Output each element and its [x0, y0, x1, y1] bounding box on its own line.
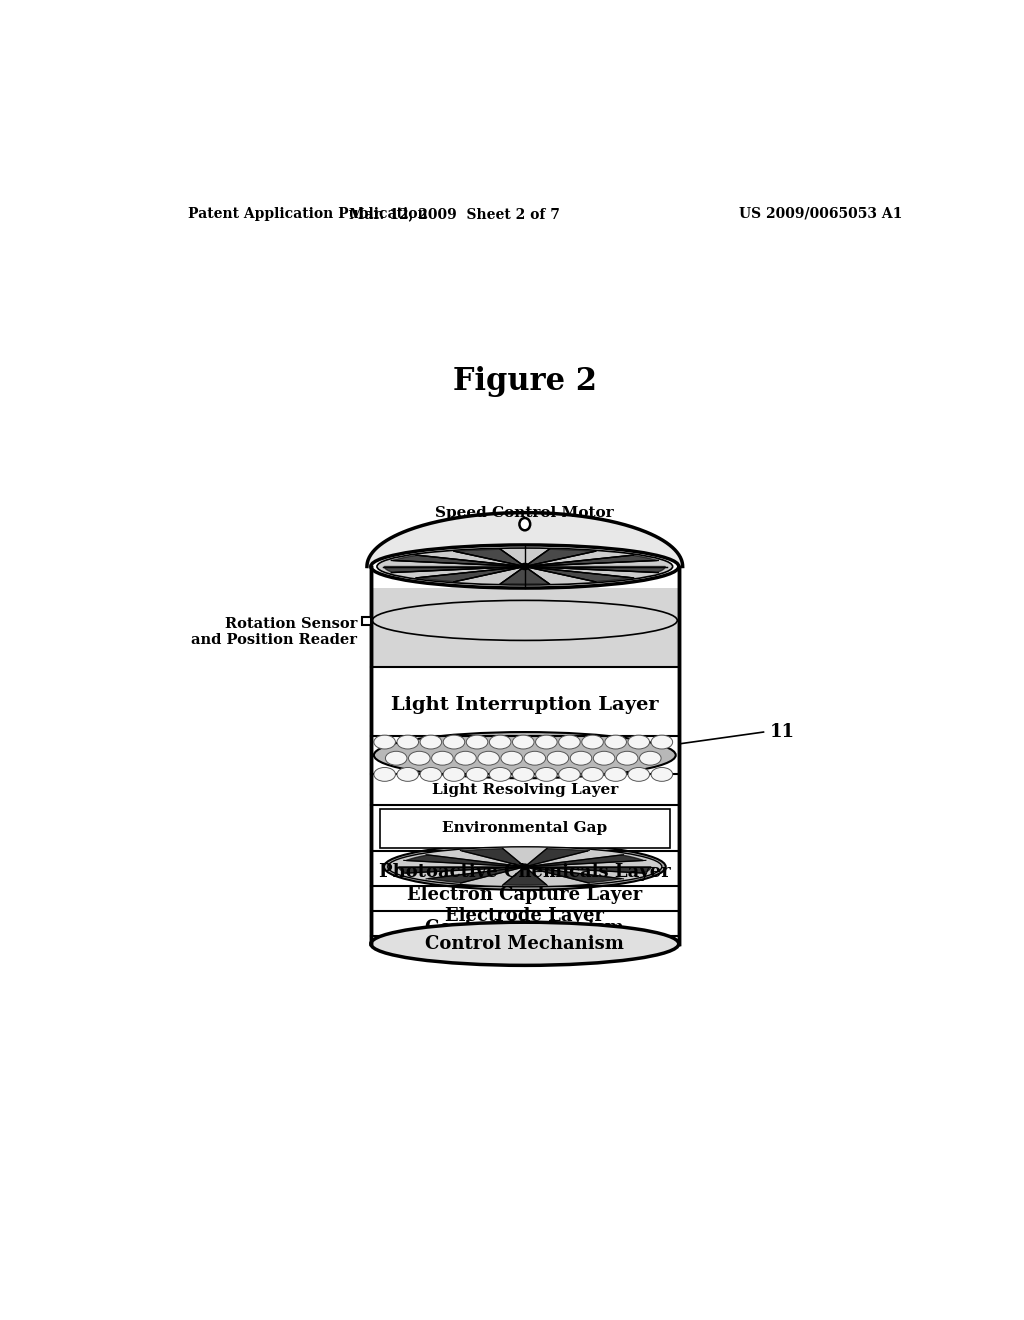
Ellipse shape [519, 517, 530, 531]
Text: Electrode Layer: Electrode Layer [445, 907, 604, 925]
Ellipse shape [651, 767, 673, 781]
Ellipse shape [374, 767, 395, 781]
Ellipse shape [640, 751, 662, 766]
Ellipse shape [466, 735, 487, 748]
Text: Patent Application Publication: Patent Application Publication [188, 207, 428, 220]
Polygon shape [398, 867, 524, 873]
Ellipse shape [420, 735, 441, 748]
Polygon shape [455, 549, 524, 566]
Polygon shape [524, 549, 595, 566]
Ellipse shape [397, 735, 419, 748]
Text: Figure 2: Figure 2 [453, 366, 597, 397]
Ellipse shape [524, 751, 546, 766]
Ellipse shape [377, 548, 673, 585]
Text: 11: 11 [770, 723, 795, 741]
Ellipse shape [582, 735, 603, 748]
Ellipse shape [371, 545, 679, 589]
Ellipse shape [547, 751, 568, 766]
Ellipse shape [593, 751, 614, 766]
Polygon shape [417, 566, 524, 582]
Ellipse shape [466, 767, 487, 781]
Polygon shape [393, 556, 524, 566]
Ellipse shape [478, 751, 500, 766]
Ellipse shape [388, 847, 662, 887]
FancyBboxPatch shape [380, 809, 670, 847]
Ellipse shape [443, 735, 465, 748]
FancyBboxPatch shape [371, 805, 679, 851]
Ellipse shape [651, 735, 673, 748]
Text: Control Mechanism: Control Mechanism [425, 935, 625, 953]
FancyBboxPatch shape [362, 616, 371, 626]
Polygon shape [407, 855, 524, 867]
Ellipse shape [397, 767, 419, 781]
Ellipse shape [374, 733, 676, 779]
Ellipse shape [432, 751, 454, 766]
FancyBboxPatch shape [371, 566, 679, 944]
Ellipse shape [628, 735, 649, 748]
Ellipse shape [605, 767, 627, 781]
Ellipse shape [455, 751, 476, 766]
Text: Electron Capture Layer: Electron Capture Layer [408, 886, 642, 904]
Text: Mar. 12, 2009  Sheet 2 of 7: Mar. 12, 2009 Sheet 2 of 7 [348, 207, 559, 220]
Ellipse shape [384, 843, 666, 890]
Ellipse shape [559, 767, 581, 781]
Text: Rotation Sensor
and Position Reader: Rotation Sensor and Position Reader [190, 616, 357, 647]
Ellipse shape [489, 767, 511, 781]
Polygon shape [524, 849, 588, 867]
Polygon shape [384, 566, 524, 573]
Polygon shape [503, 867, 547, 886]
Ellipse shape [443, 767, 465, 781]
Ellipse shape [536, 735, 557, 748]
Ellipse shape [521, 865, 528, 870]
Ellipse shape [559, 735, 581, 748]
Text: Light Interruption Layer: Light Interruption Layer [391, 696, 658, 714]
Polygon shape [367, 512, 683, 566]
Text: Speed Control Motor: Speed Control Motor [435, 506, 614, 520]
Ellipse shape [512, 767, 535, 781]
Text: Environmental Gap: Environmental Gap [442, 821, 607, 836]
Ellipse shape [489, 735, 511, 748]
Polygon shape [462, 849, 524, 867]
Ellipse shape [616, 751, 638, 766]
Ellipse shape [570, 751, 592, 766]
Polygon shape [524, 855, 643, 867]
Ellipse shape [605, 735, 627, 748]
Polygon shape [524, 867, 622, 883]
Ellipse shape [385, 751, 407, 766]
Text: Control Mechanism: Control Mechanism [425, 920, 625, 937]
Ellipse shape [512, 735, 535, 748]
Text: US 2009/0065053 A1: US 2009/0065053 A1 [739, 207, 902, 220]
Polygon shape [501, 566, 549, 583]
Polygon shape [524, 556, 656, 566]
Ellipse shape [374, 735, 395, 748]
Ellipse shape [628, 767, 649, 781]
Polygon shape [524, 566, 666, 573]
Ellipse shape [501, 751, 522, 766]
Polygon shape [524, 867, 651, 873]
Polygon shape [524, 566, 633, 582]
Text: Light Resolving Layer: Light Resolving Layer [432, 783, 617, 797]
Ellipse shape [536, 767, 557, 781]
Polygon shape [428, 867, 524, 883]
Ellipse shape [520, 564, 529, 570]
Ellipse shape [582, 767, 603, 781]
FancyBboxPatch shape [371, 589, 679, 667]
Ellipse shape [409, 751, 430, 766]
Ellipse shape [371, 923, 679, 965]
Text: Photoactive Chemicals Layer: Photoactive Chemicals Layer [379, 863, 671, 882]
Ellipse shape [420, 767, 441, 781]
